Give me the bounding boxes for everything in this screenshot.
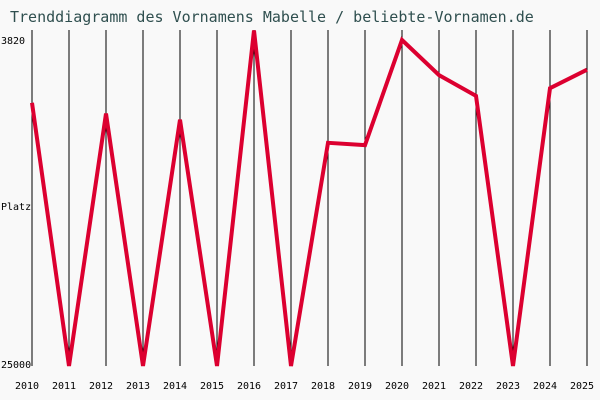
y-axis-top-label: 3820 (1, 36, 26, 47)
x-axis-label: 2011 (51, 381, 77, 392)
x-axis-label: 2015 (199, 381, 225, 392)
x-axis-label: 2020 (384, 381, 410, 392)
x-axis-label: 2012 (88, 381, 114, 392)
x-axis-label: 2014 (162, 381, 188, 392)
chart-title: Trenddiagramm des Vornamens Mabelle / be… (10, 8, 534, 26)
x-axis-label: 2019 (347, 381, 373, 392)
x-axis-label: 2017 (273, 381, 299, 392)
x-axis-label: 2021 (421, 381, 447, 392)
x-axis-label: 2025 (569, 381, 595, 392)
x-axis-label: 2018 (310, 381, 336, 392)
x-axis-label: 2016 (236, 381, 262, 392)
series-line-mabelle (30, 30, 588, 367)
x-axis-label: 2010 (14, 381, 40, 392)
y-axis-title: Platz (1, 202, 32, 213)
x-axis-label: 2013 (125, 381, 151, 392)
x-axis-label: 2022 (458, 381, 484, 392)
x-axis-label: 2023 (495, 381, 521, 392)
x-axis-label: 2024 (532, 381, 558, 392)
y-axis-bottom-label: 25000 (1, 360, 32, 371)
